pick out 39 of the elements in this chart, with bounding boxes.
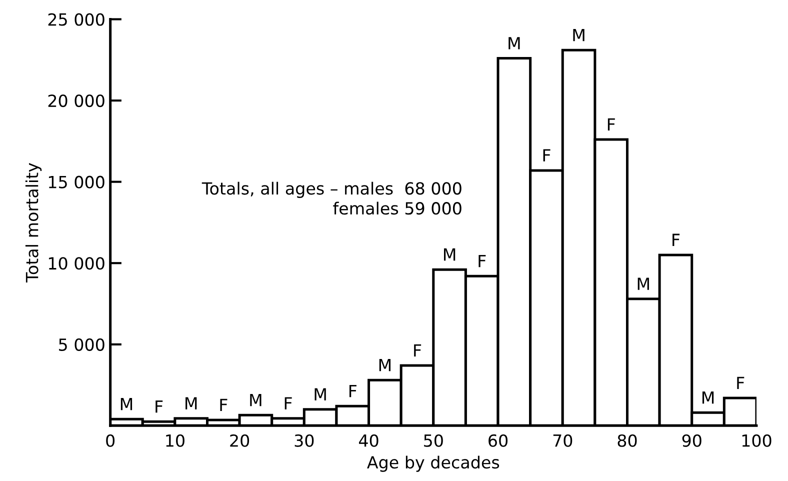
x-tick-label: 0: [106, 434, 115, 447]
annotation: M: [314, 388, 326, 400]
annotation: F: [414, 344, 422, 357]
x-tick-label: 50: [424, 434, 443, 447]
x-tick-label: 90: [682, 434, 702, 447]
y-axis-title: Total mortality: [25, 163, 42, 282]
annotation: M: [638, 278, 649, 290]
annotation: M: [444, 248, 456, 261]
x-tick-label: 80: [618, 434, 637, 447]
annotation: M: [702, 392, 714, 404]
x-tick-label: 100: [742, 434, 772, 447]
annotation: M: [379, 358, 390, 372]
annotation: F: [349, 385, 356, 398]
annotation: F: [156, 400, 163, 413]
annotation: M: [120, 398, 132, 410]
annotation: Totals, all ages – males 68 000 females 59 000: [202, 182, 462, 215]
y-tick-label: 20 000: [48, 94, 104, 108]
y-tick-label: 15 000: [48, 176, 104, 188]
annotation: M: [250, 394, 262, 406]
y-tick-label: 25 000: [48, 13, 104, 26]
y-tick-label: 5 000: [59, 338, 104, 351]
x-tick-label: 30: [294, 434, 314, 447]
annotation: F: [284, 397, 292, 410]
x-tick-label: 60: [488, 434, 508, 447]
x-axis-title: Age by decades: [367, 456, 500, 472]
x-tick-label: 20: [230, 434, 250, 447]
y-tick-label: 10 000: [48, 257, 104, 270]
annotation: F: [478, 254, 486, 268]
x-tick-label: 40: [358, 434, 378, 447]
annotation: F: [543, 149, 550, 162]
annotation: M: [186, 397, 197, 410]
x-tick-label: 70: [553, 434, 572, 447]
annotation: F: [737, 376, 744, 390]
annotation: F: [672, 234, 680, 246]
x-tick-label: 10: [166, 434, 184, 447]
annotation: F: [608, 118, 615, 131]
annotation: M: [508, 37, 520, 50]
annotation: F: [220, 398, 228, 411]
annotation: M: [573, 28, 584, 42]
